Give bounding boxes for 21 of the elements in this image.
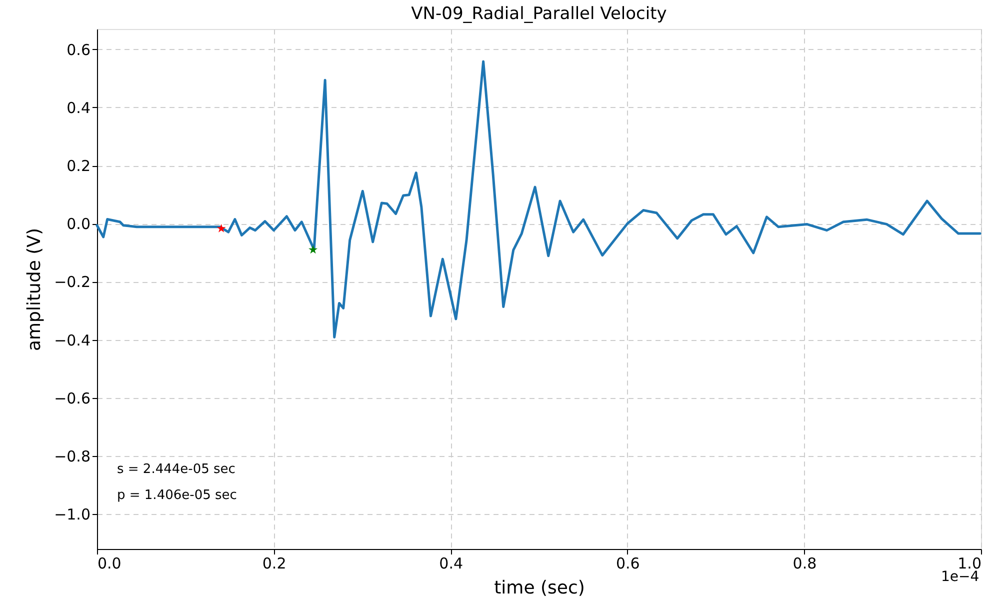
y-tick-label: −0.2 (54, 273, 90, 292)
y-tick-label: 0.6 (66, 40, 90, 59)
annotation: s = 2.444e-05 sec (117, 462, 236, 477)
x-tick-label: 0.0 (98, 554, 122, 572)
y-tick-label: −0.6 (54, 389, 90, 408)
x-tick-label: 0.2 (262, 554, 286, 572)
text: 1e−4 (941, 569, 980, 585)
y-tick-label: 0.0 (66, 215, 90, 234)
y-tick-label: −0.8 (54, 448, 90, 466)
x-tick-label: 0.4 (439, 554, 464, 572)
annotation: p = 1.406e-05 sec (117, 488, 237, 503)
y-axis-title: amplitude (V) (24, 228, 46, 352)
y-tick-label: 0.2 (66, 157, 90, 176)
y-tick-label: −0.4 (54, 331, 90, 350)
chart-title: VN-09_Radial_Parallel Velocity (411, 4, 667, 24)
x-tick-label: 0.8 (792, 554, 817, 572)
line-series (96, 60, 982, 338)
x-tick-label: 0.6 (616, 554, 640, 572)
y-tick-label: −1.0 (54, 506, 90, 524)
y-tick-label: 0.4 (66, 98, 90, 117)
x-axis-title: time (sec) (494, 578, 585, 598)
